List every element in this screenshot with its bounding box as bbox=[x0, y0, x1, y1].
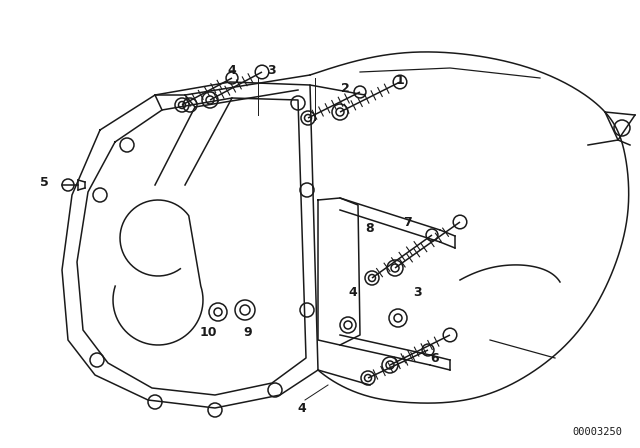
Text: 8: 8 bbox=[365, 221, 374, 234]
Text: 4: 4 bbox=[298, 401, 307, 414]
Text: 5: 5 bbox=[40, 177, 49, 190]
Text: 3: 3 bbox=[268, 64, 276, 77]
Text: 9: 9 bbox=[244, 327, 252, 340]
Text: 1: 1 bbox=[396, 73, 404, 86]
Text: 2: 2 bbox=[340, 82, 349, 95]
Text: 00003250: 00003250 bbox=[572, 427, 622, 437]
Text: 4: 4 bbox=[228, 64, 236, 77]
Text: 4: 4 bbox=[349, 287, 357, 300]
Text: 10: 10 bbox=[199, 327, 217, 340]
Text: 3: 3 bbox=[413, 287, 422, 300]
Text: 7: 7 bbox=[404, 215, 412, 228]
Text: 6: 6 bbox=[431, 352, 439, 365]
